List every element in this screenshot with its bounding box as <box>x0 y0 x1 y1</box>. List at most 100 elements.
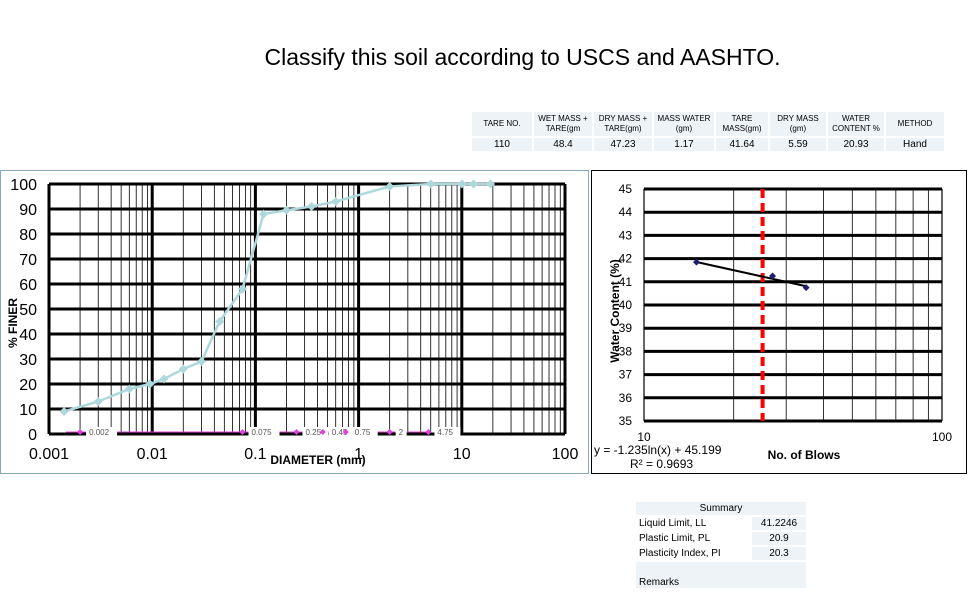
grain-size-chart-svg: 0.001 0.01 0.1 1 10 100 0 10 20 30 40 50 60 70 80 90 100… <box>6 177 579 467</box>
sieve-label: 0.075 <box>252 428 273 437</box>
cell-wet-mass: 48.4 <box>534 138 592 151</box>
gsd-data-point <box>145 379 155 389</box>
plastic-limit-table: TARE NO. WET MASS + TARE(gm DRY MASS + T… <box>470 110 946 153</box>
gsd-data-point <box>196 357 206 366</box>
sieve-marker <box>319 429 326 435</box>
gsd-y-tick-label: 40 <box>19 327 37 344</box>
sieve-label-background <box>395 427 407 437</box>
ll-trendline <box>696 260 807 288</box>
table-row: 110 48.4 47.23 1.17 41.64 5.59 20.93 Han… <box>472 138 944 151</box>
sieve-label-background <box>328 427 355 437</box>
gsd-y-tick-label: 80 <box>19 227 37 244</box>
header-dry-mass-tare: DRY MASS + TARE(gm) <box>594 112 652 136</box>
trendline-r2: R² = 0.9693 <box>630 457 693 471</box>
ll-y-tick-label: 44 <box>619 205 633 219</box>
sieve-label: 0.002 <box>89 428 110 437</box>
gsd-data-point <box>93 397 103 406</box>
table-header-row: TARE NO. WET MASS + TARE(gm DRY MASS + T… <box>472 112 944 136</box>
summary-value-ll: 41.2246 <box>752 517 806 530</box>
summary-title: Summary <box>636 502 806 515</box>
gsd-y-tick-label: 20 <box>19 377 37 394</box>
ll-data-point <box>692 258 700 266</box>
gsd-data-point <box>124 384 134 394</box>
summary-value-pi: 20.3 <box>752 547 806 560</box>
summary-table: Summary Liquid Limit, LL 41.2246 Plastic… <box>634 500 808 590</box>
gsd-x-tick-label: 100 <box>552 446 579 463</box>
gsd-data-point <box>59 407 69 416</box>
ll-data-point <box>769 272 777 280</box>
liquid-limit-chart: 10 100 35 36 37 38 39 40 41 42 43 44 45 Water Conten… <box>591 170 967 474</box>
gsd-data-point <box>426 179 436 189</box>
ll-y-tick-label: 40 <box>619 298 633 312</box>
ll-y-tick-label: 38 <box>619 344 633 358</box>
cell-tare-mass: 41.64 <box>716 138 768 151</box>
sieve-marker <box>342 429 349 435</box>
gsd-y-tick-label: 60 <box>19 277 37 294</box>
gsd-x-tick-label: 0.01 <box>137 446 168 463</box>
cell-dry-mass-tare: 47.23 <box>594 138 652 151</box>
gsd-data-point <box>159 374 169 384</box>
sieve-label: 0.25 <box>305 428 321 437</box>
summary-row: Plasticity Index, PI 20.3 <box>636 547 806 560</box>
gsd-y-tick-label: 90 <box>19 202 37 219</box>
summary-row: Plastic Limit, PL 20.9 <box>636 532 806 545</box>
ll-x-tick-label: 10 <box>637 430 651 444</box>
summary-row: Liquid Limit, LL 41.2246 <box>636 517 806 530</box>
sieve-marker <box>425 429 432 435</box>
gsd-y-tick-label: 0 <box>28 427 37 444</box>
cell-mass-water: 1.17 <box>654 138 714 151</box>
grain-size-chart: 0.001 0.01 0.1 1 10 100 0 10 20 30 40 50 60 70 80 90 100… <box>0 170 589 474</box>
summary-remarks: Remarks <box>636 562 806 588</box>
cell-dry-mass: 5.59 <box>770 138 826 151</box>
ll-y-tick-label: 39 <box>619 321 633 335</box>
gsd-y-tick-label: 50 <box>19 302 37 319</box>
gsd-x-tick-label: 10 <box>453 446 471 463</box>
header-tare-mass: TARE MASS(gm) <box>716 112 768 136</box>
gsd-data-point <box>178 364 188 374</box>
gsd-data-point <box>457 179 467 189</box>
cell-water-content: 20.93 <box>828 138 884 151</box>
ll-y-tick-label: 37 <box>619 368 633 382</box>
header-water-content: WATER CONTENT % <box>828 112 884 136</box>
gsd-data-point <box>331 197 341 206</box>
gsd-y-tick-label: 100 <box>10 177 37 194</box>
gsd-y-tick-label: 10 <box>19 402 37 419</box>
sieve-label: 2 <box>399 428 404 437</box>
question-text: Classify this soil according to USCS and… <box>264 44 781 70</box>
ll-x-tick-label: 100 <box>932 430 952 444</box>
header-method: METHOD <box>886 112 944 136</box>
sieve-marker <box>77 429 84 435</box>
gsd-x-tick-label: 1 <box>354 446 363 463</box>
ll-y-tick-label: 43 <box>619 228 633 242</box>
header-wet-mass: WET MASS + TARE(gm <box>534 112 592 136</box>
sieve-label-background <box>351 427 378 437</box>
gsd-y-axis-label: % FINER <box>6 298 20 348</box>
sieve-marker <box>386 429 393 435</box>
cell-tare-no: 110 <box>472 138 532 151</box>
ll-y-tick-label: 42 <box>619 252 633 266</box>
gsd-series-line <box>63 182 491 413</box>
sieve-label: 4.75 <box>437 428 453 437</box>
gsd-data-point <box>215 317 225 326</box>
gsd-data-point <box>469 179 479 189</box>
header-mass-water: MASS WATER (gm) <box>654 112 714 136</box>
ll-y-axis-label: Water Content (%) <box>608 259 622 363</box>
sieve-label-background <box>302 427 329 437</box>
ll-data-point <box>802 284 810 292</box>
gsd-data-point <box>238 284 248 294</box>
summary-label-ll: Liquid Limit, LL <box>636 517 750 530</box>
summary-label-pl: Plastic Limit, PL <box>636 532 750 545</box>
gsd-data-point <box>486 179 496 189</box>
ll-y-tick-label: 41 <box>619 275 633 289</box>
sieve-label-background <box>434 427 461 437</box>
cell-method: Hand <box>886 138 944 151</box>
ll-y-tick-label: 36 <box>619 391 633 405</box>
sieve-label: 0.75 <box>355 428 371 437</box>
sieve-label-background <box>86 427 118 437</box>
trendline-equation: y = -1.235ln(x) + 45.199 <box>594 443 722 457</box>
gsd-data-point <box>385 182 395 191</box>
gsd-data-point <box>307 202 317 211</box>
summary-value-pl: 20.9 <box>752 532 806 545</box>
ll-x-axis-label: No. of Blows <box>768 448 841 462</box>
gsd-y-tick-label: 30 <box>19 352 37 369</box>
